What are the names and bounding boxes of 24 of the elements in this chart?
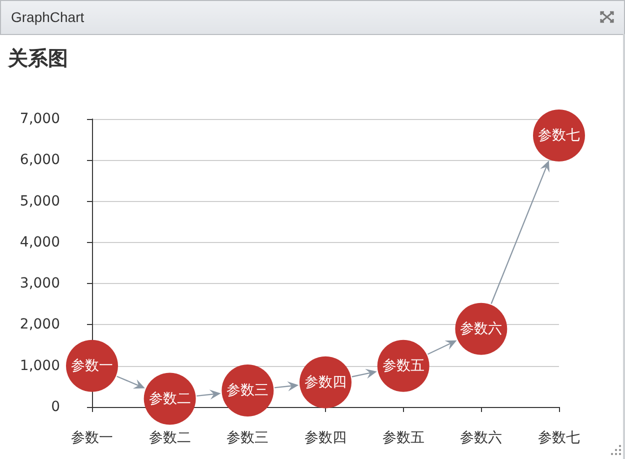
data-label: 参数一 bbox=[71, 358, 113, 374]
data-label: 参数四 bbox=[304, 374, 346, 390]
data-label: 参数三 bbox=[226, 382, 269, 399]
y-tick-label: 5,000 bbox=[20, 193, 60, 210]
y-tick-label: 7,000 bbox=[20, 111, 60, 127]
y-tick-label: 1,000 bbox=[20, 358, 60, 374]
y-tick-label: 3,000 bbox=[20, 276, 60, 292]
y-tick-label: 6,000 bbox=[20, 152, 60, 168]
x-tick-label: 参数四 bbox=[304, 430, 346, 446]
data-label: 参数五 bbox=[382, 358, 424, 374]
y-tick-label: 0 bbox=[51, 399, 60, 415]
text: GraphChart bbox=[11, 9, 84, 25]
x-tick-label: 参数二 bbox=[148, 430, 191, 446]
chart-title: 关系图 bbox=[7, 46, 68, 70]
x-tick-label: 参数五 bbox=[382, 430, 424, 446]
data-label: 参数七 bbox=[538, 127, 580, 144]
x-tick-label: 参数三 bbox=[226, 430, 269, 446]
data-label: 参数二 bbox=[148, 390, 191, 407]
x-tick-label: 参数一 bbox=[71, 430, 113, 446]
y-tick-label: 2,000 bbox=[20, 316, 60, 333]
y-tick-label: 4,000 bbox=[20, 234, 60, 250]
x-tick-label: 参数六 bbox=[460, 430, 502, 446]
data-label: 参数六 bbox=[460, 320, 502, 337]
x-tick-label: 参数七 bbox=[538, 430, 580, 446]
